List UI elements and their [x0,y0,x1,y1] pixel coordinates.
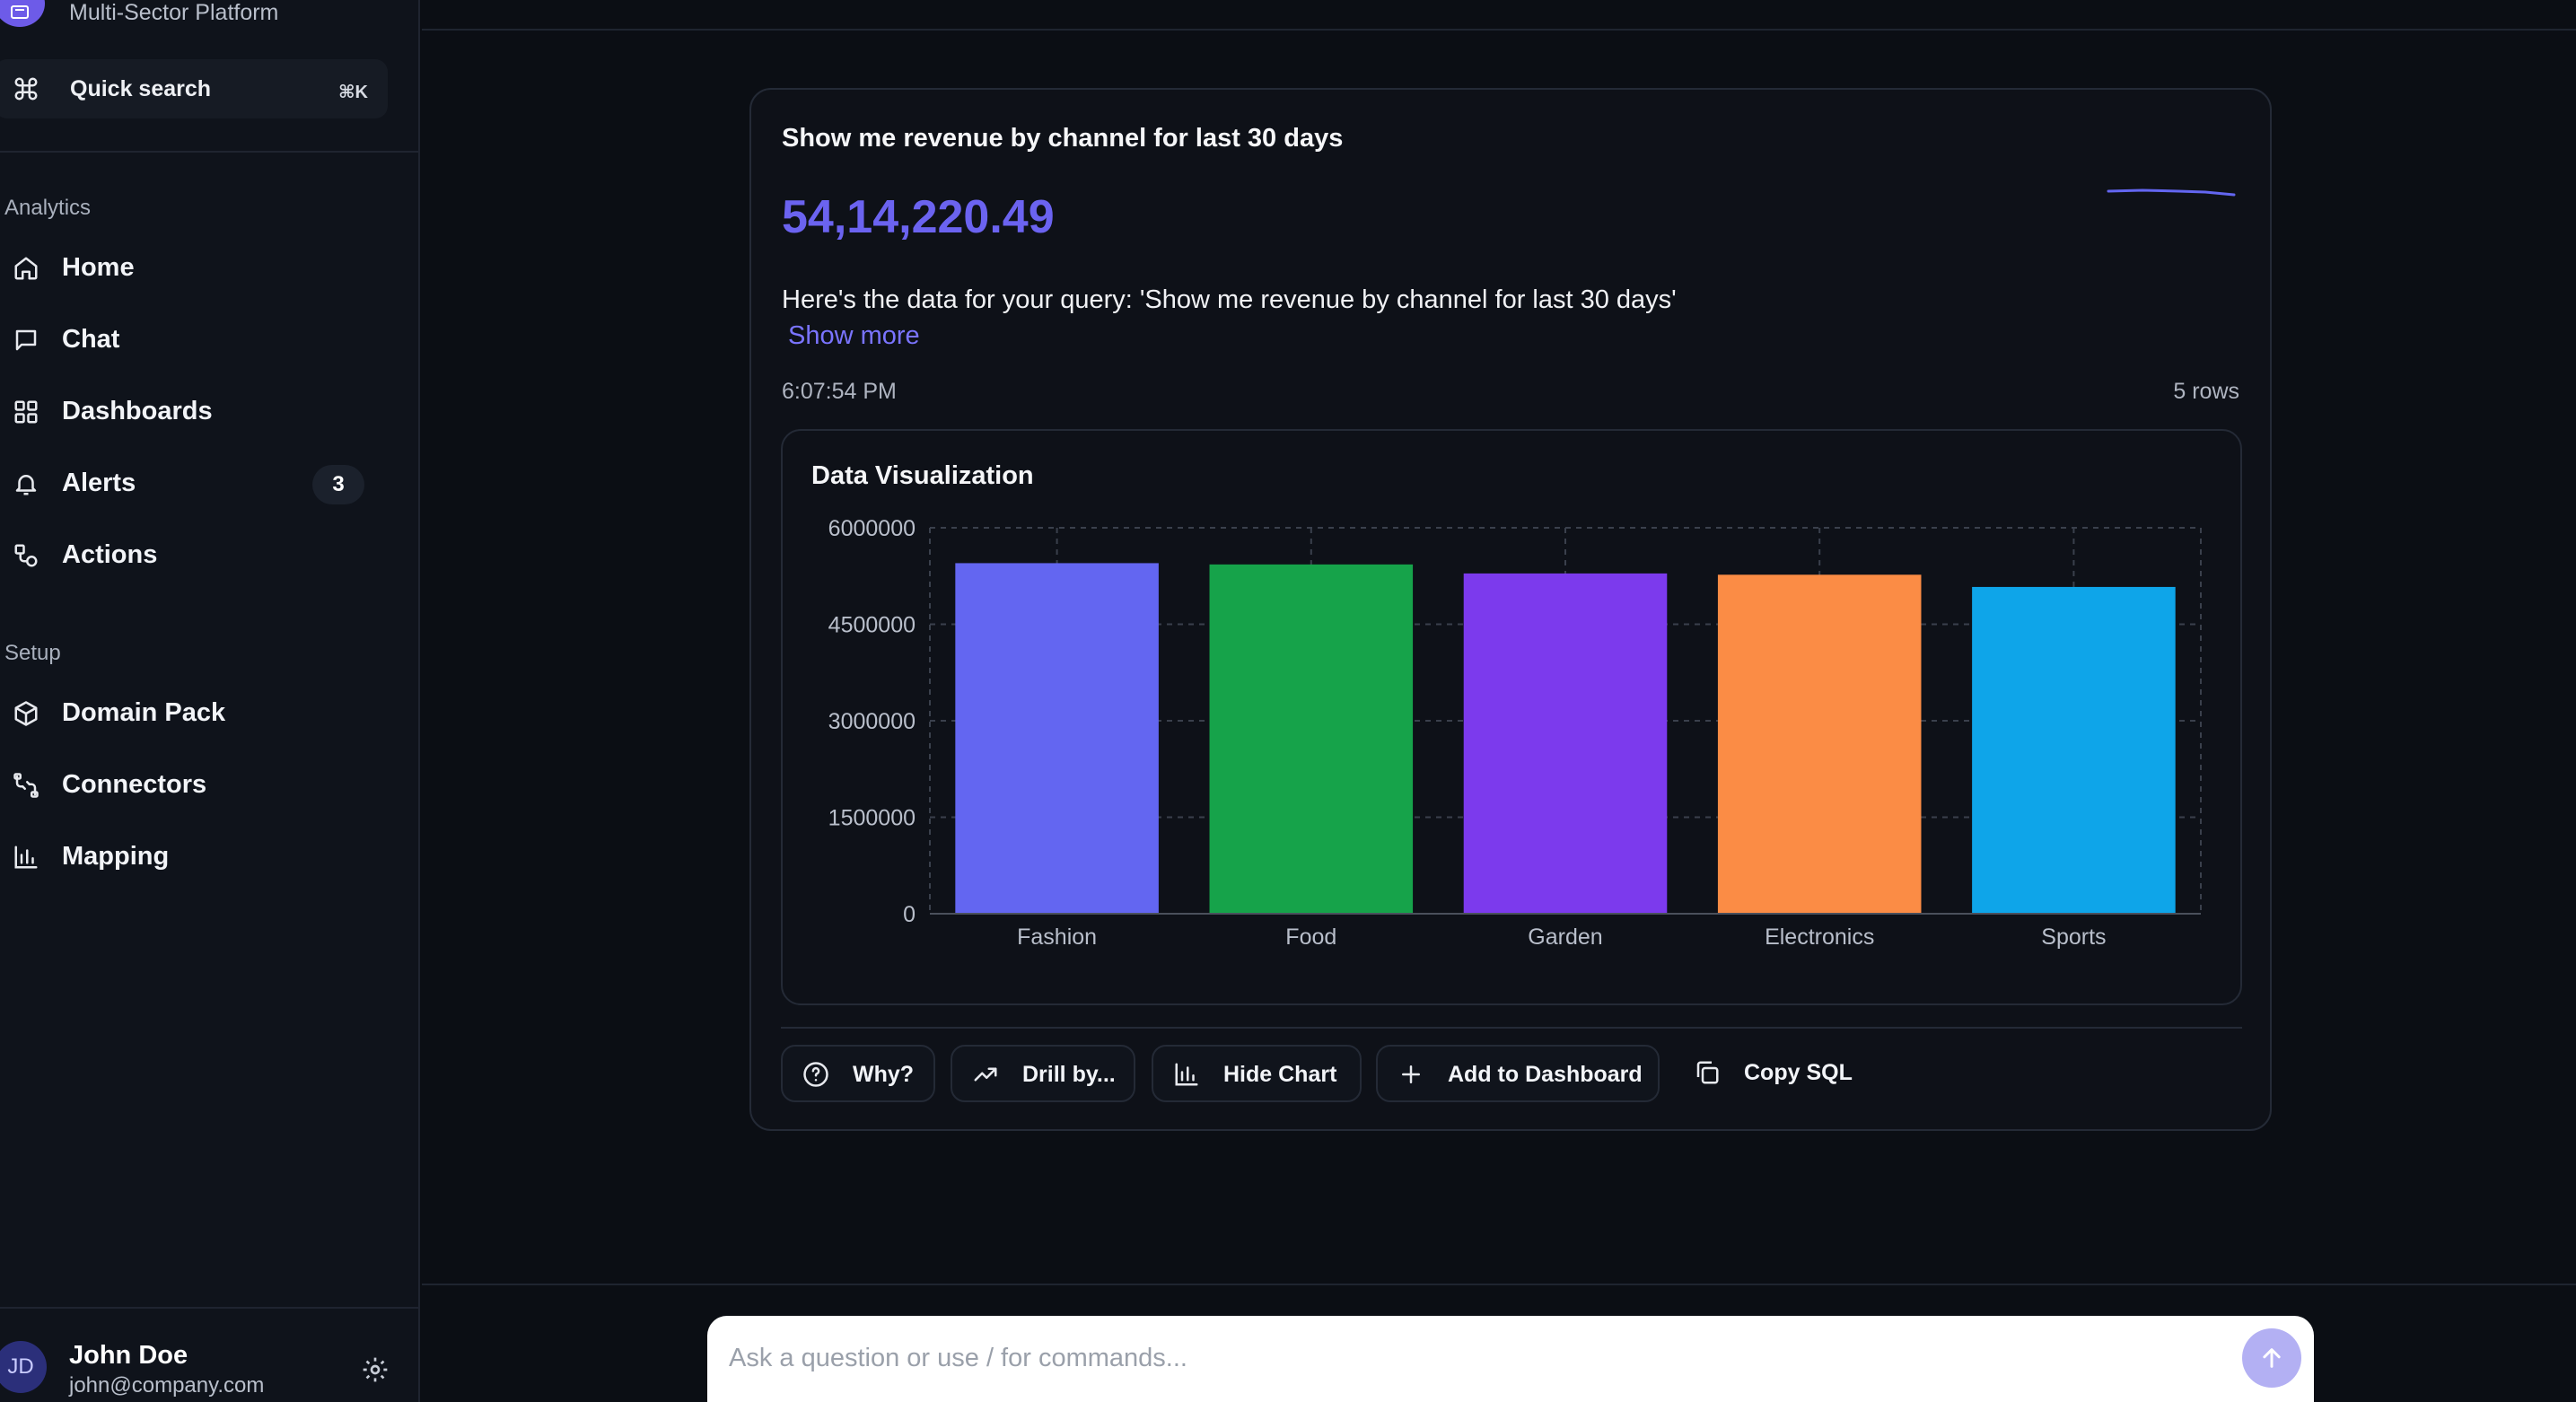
help-circle-icon [803,1062,828,1087]
hide-chart-label: Hide Chart [1223,1062,1337,1087]
sidebar-item-domain-pack[interactable]: Domain Pack [0,684,386,740]
viz-title: Data Visualization [811,461,1034,490]
sparkline [2107,188,2236,197]
gear-icon[interactable] [361,1355,390,1384]
y-tick-label: 6000000 [828,516,916,541]
section-label-analytics: Analytics [4,196,92,220]
chat-icon [15,329,37,351]
show-more-link[interactable]: Show more [788,321,920,350]
user-divider [0,1307,420,1309]
package-icon [14,701,38,726]
bar [1972,586,2176,914]
sidebar: Multi-Sector Platform Quick search ⌘K An… [0,0,420,1402]
avatar[interactable]: JD [0,1341,47,1393]
brand-logo-icon[interactable] [0,0,45,27]
sidebar-item-label: Domain Pack [62,698,226,727]
command-icon [14,77,38,101]
sidebar-item-connectors[interactable]: Connectors [0,756,386,811]
sidebar-item-label: Alerts [62,469,136,497]
quick-search-label: Quick search [70,76,212,101]
hide-chart-button[interactable]: Hide Chart [1152,1045,1362,1102]
bar-chart-icon [14,846,38,869]
add-to-dashboard-label: Add to Dashboard [1448,1062,1643,1087]
dashboard-icon [14,400,38,424]
bar [1717,574,1922,914]
result-value: 54,14,220.49 [782,191,1055,243]
result-card: Show me revenue by channel for last 30 d… [749,88,2272,1131]
copy-sql-button[interactable]: Copy SQL [1676,1045,1855,1102]
sidebar-item-chat[interactable]: Chat [0,311,386,366]
y-tick-label: 4500000 [828,613,916,638]
bar [1463,573,1668,914]
sidebar-item-label: Connectors [62,770,207,799]
sidebar-item-label: Mapping [62,842,170,871]
y-tick-label: 3000000 [828,709,916,734]
brand: Multi-Sector Platform [0,0,420,36]
brand-subtitle: Multi-Sector Platform [69,0,279,25]
quick-search-shortcut: ⌘K [338,83,368,102]
user-name: John Doe [69,1341,188,1370]
sidebar-divider [0,151,420,153]
data-visualization-panel: Data Visualization 0 1500000 3000000 450000… [781,429,2242,1005]
drill-by-button[interactable]: Drill by... [951,1045,1135,1102]
bar-chart-icon [1175,1063,1198,1086]
add-to-dashboard-button[interactable]: Add to Dashboard [1376,1045,1660,1102]
y-tick-label: 0 [903,902,916,927]
copy-sql-label: Copy SQL [1744,1060,1853,1085]
bar [1209,564,1414,914]
sidebar-item-mapping[interactable]: Mapping [0,828,386,883]
x-tick-label: Electronics [1765,924,1874,950]
drill-by-label: Drill by... [1022,1062,1116,1087]
composer [707,1316,2314,1402]
quick-search-button[interactable]: Quick search ⌘K [0,59,388,118]
why-label: Why? [853,1062,915,1087]
x-tick-label: Fashion [1017,924,1097,950]
actions-icon [14,544,38,567]
why-button[interactable]: Why? [781,1045,935,1102]
sidebar-item-dashboards[interactable]: Dashboards [0,382,386,438]
query-title: Show me revenue by channel for last 30 d… [782,124,1344,153]
trending-up-icon [974,1067,997,1082]
send-button[interactable] [2242,1328,2301,1388]
y-tick-label: 1500000 [828,806,916,831]
sidebar-item-home[interactable]: Home [0,239,386,294]
ask-input[interactable] [729,1336,2201,1380]
x-tick-label: Garden [1528,924,1602,950]
home-icon [14,257,38,280]
result-timestamp: 6:07:54 PM [782,379,897,404]
x-tick-label: Sports [2041,924,2106,950]
sidebar-item-label: Home [62,253,135,282]
copy-icon [1696,1061,1719,1084]
sidebar-item-label: Chat [62,325,120,354]
alerts-count-badge: 3 [312,465,364,504]
header-divider [422,29,2576,31]
user-email: john@company.com [69,1373,265,1398]
answer-text: Here's the data for your query: 'Show me… [782,285,1677,314]
connector-icon [13,773,39,798]
actions-divider [781,1027,2242,1029]
plus-icon [1402,1065,1420,1083]
arrow-up-icon [2263,1348,2281,1368]
sidebar-item-actions[interactable]: Actions [0,526,386,582]
composer-divider [422,1284,2576,1285]
bar [955,563,1159,914]
sidebar-item-alerts[interactable]: Alerts 3 [0,454,386,510]
section-label-setup: Setup [4,641,61,665]
bell-icon [15,475,37,495]
sidebar-item-label: Dashboards [62,397,213,425]
x-tick-label: Food [1285,924,1336,950]
bar-chart: 0 1500000 3000000 4500000 6000000 Fashion Food… [828,516,2202,950]
row-count: 5 rows [2173,379,2239,404]
sidebar-item-label: Actions [62,540,158,569]
